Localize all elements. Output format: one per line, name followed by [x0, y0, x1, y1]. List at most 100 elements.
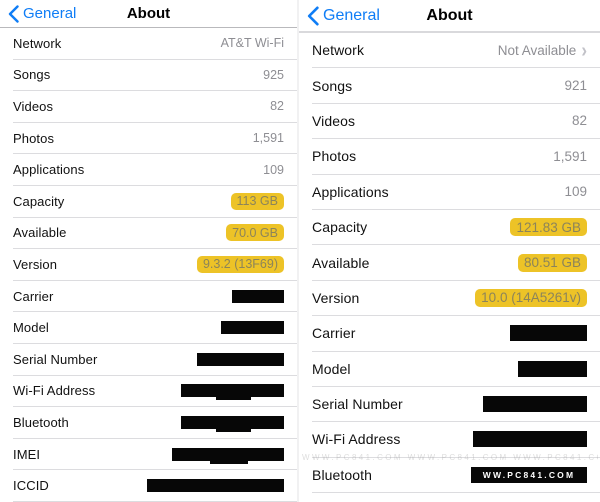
row-label: Bluetooth — [13, 414, 69, 430]
redacted-value-bar — [181, 415, 284, 432]
settings-row-available: Available 80.51 GB — [312, 245, 600, 281]
row-label: Available — [13, 225, 67, 241]
highlighted-value: 80.51 GB — [517, 253, 587, 272]
back-button-general[interactable]: General — [8, 0, 76, 27]
back-button-label: General — [323, 6, 380, 24]
row-label: Network — [13, 35, 62, 51]
settings-row-bluetooth: Bluetooth — [13, 407, 297, 439]
row-label: Applications — [312, 183, 389, 200]
redacted-value-bar — [510, 325, 587, 342]
row-label: Serial Number — [13, 351, 98, 367]
row-label: Songs — [13, 67, 51, 83]
row-label: Serial Number — [312, 396, 403, 413]
redacted-value-bar — [473, 431, 587, 448]
highlighted-value: 9.3.2 (13F69) — [196, 255, 284, 273]
row-value: 925 — [263, 68, 284, 82]
row-label: Bluetooth — [312, 466, 373, 483]
row-value — [181, 384, 284, 401]
row-value — [518, 360, 587, 377]
chevron-left-icon — [8, 4, 19, 23]
settings-row-model: Model — [13, 312, 297, 344]
row-value — [172, 447, 284, 464]
about-screen-ios9: General About Network AT&T Wi-Fi Songs 925 V… — [0, 0, 297, 502]
row-value: 109 — [564, 184, 587, 199]
row-value — [197, 352, 284, 366]
nav-bar: General About — [299, 0, 600, 33]
row-label: Videos — [13, 98, 54, 114]
settings-list: Network AT&T Wi-Fi Songs 925 Videos 82 Photos 1… — [0, 28, 297, 502]
value-text: AT&T Wi-Fi — [220, 36, 284, 51]
settings-row-capacity: Capacity 113 GB — [13, 185, 297, 218]
row-label: Songs — [312, 77, 353, 94]
settings-row-capacity: Capacity 121.83 GB — [312, 209, 600, 246]
settings-row-photos: Photos 1,591 — [312, 139, 600, 175]
page-title: About — [426, 6, 473, 24]
page-title: About — [126, 5, 171, 22]
settings-row-network[interactable]: Network Not Available › — [312, 33, 600, 69]
settings-row-videos: Videos 82 — [13, 91, 297, 123]
redacted-value-bar: WW.PC841.COM — [471, 466, 587, 483]
settings-row-carrier: Carrier — [312, 316, 600, 352]
back-button-general[interactable]: General — [307, 0, 380, 31]
row-label: Model — [13, 320, 49, 336]
row-value: 70.0 GB — [226, 224, 284, 242]
row-value — [232, 289, 284, 303]
settings-row-applications: Applications 109 — [312, 174, 600, 210]
watermark-text: WW.PC841.COM — [482, 469, 576, 480]
row-label: Available — [312, 254, 370, 271]
redacted-value-bar — [147, 479, 284, 493]
highlighted-value: 70.0 GB — [226, 224, 284, 242]
value-text: 921 — [564, 78, 587, 94]
row-value: Not Available › — [497, 38, 587, 62]
chevron-left-icon — [307, 6, 319, 26]
settings-row-model: Model — [312, 351, 600, 387]
redacted-value-bar — [172, 447, 284, 464]
row-label: Wi-Fi Address — [312, 431, 401, 448]
settings-row-applications: Applications 109 — [13, 154, 297, 186]
row-label: Photos — [312, 148, 357, 165]
row-value: 121.83 GB — [510, 218, 587, 237]
row-label: Videos — [312, 112, 356, 129]
settings-list: Network Not Available › Songs 921 Videos 82 Pho… — [299, 33, 600, 494]
row-value: AT&T Wi-Fi — [221, 36, 284, 50]
value-text: 1,591 — [553, 148, 587, 164]
row-value — [510, 325, 587, 342]
value-text: Not Available — [497, 42, 577, 58]
value-text: 82 — [571, 113, 587, 129]
settings-row-carrier: Carrier — [13, 280, 297, 313]
settings-row-wi-fi-address: Wi-Fi Address — [13, 375, 297, 408]
settings-row-serial-number: Serial Number — [312, 386, 600, 423]
row-value: 109 — [263, 163, 284, 177]
row-label: Capacity — [312, 219, 368, 236]
redacted-bar-notch — [210, 459, 249, 464]
settings-row-version: Version 9.3.2 (13F69) — [13, 249, 297, 281]
row-value: 1,591 — [253, 131, 284, 145]
settings-row-iccid: ICCID — [13, 470, 297, 502]
row-label: Applications — [13, 162, 85, 178]
row-label: Network — [312, 42, 365, 59]
value-text: 925 — [263, 67, 284, 82]
settings-row-wi-fi-address: Wi-Fi Address — [312, 422, 600, 458]
back-button-label: General — [23, 5, 77, 22]
redacted-value-bar — [518, 360, 587, 377]
row-value: 82 — [270, 99, 284, 113]
settings-row-songs: Songs 925 — [13, 59, 297, 92]
settings-row-available: Available 70.0 GB — [13, 217, 297, 250]
row-label: Capacity — [13, 193, 65, 209]
row-label: ICCID — [13, 478, 49, 494]
redacted-bar-notch — [216, 427, 252, 432]
redacted-value-bar — [197, 352, 284, 366]
settings-row-songs: Songs 921 — [312, 68, 600, 104]
chevron-right-icon: › — [581, 38, 587, 62]
row-value: 1,591 — [553, 149, 587, 164]
row-value: 113 GB — [230, 192, 284, 210]
row-label: Wi-Fi Address — [13, 383, 96, 399]
redacted-bar-notch — [216, 396, 252, 401]
row-value: WW.PC841.COM — [471, 466, 587, 483]
about-screen-ios10: General About Network Not Available › Songs… — [297, 0, 600, 502]
row-value: 921 — [564, 78, 587, 93]
highlighted-value: 10.0 (14A5261v) — [475, 288, 587, 307]
settings-row-bluetooth: Bluetooth WW.PC841.COM — [312, 457, 600, 494]
value-text: 82 — [270, 99, 284, 114]
row-label: Carrier — [13, 288, 54, 304]
